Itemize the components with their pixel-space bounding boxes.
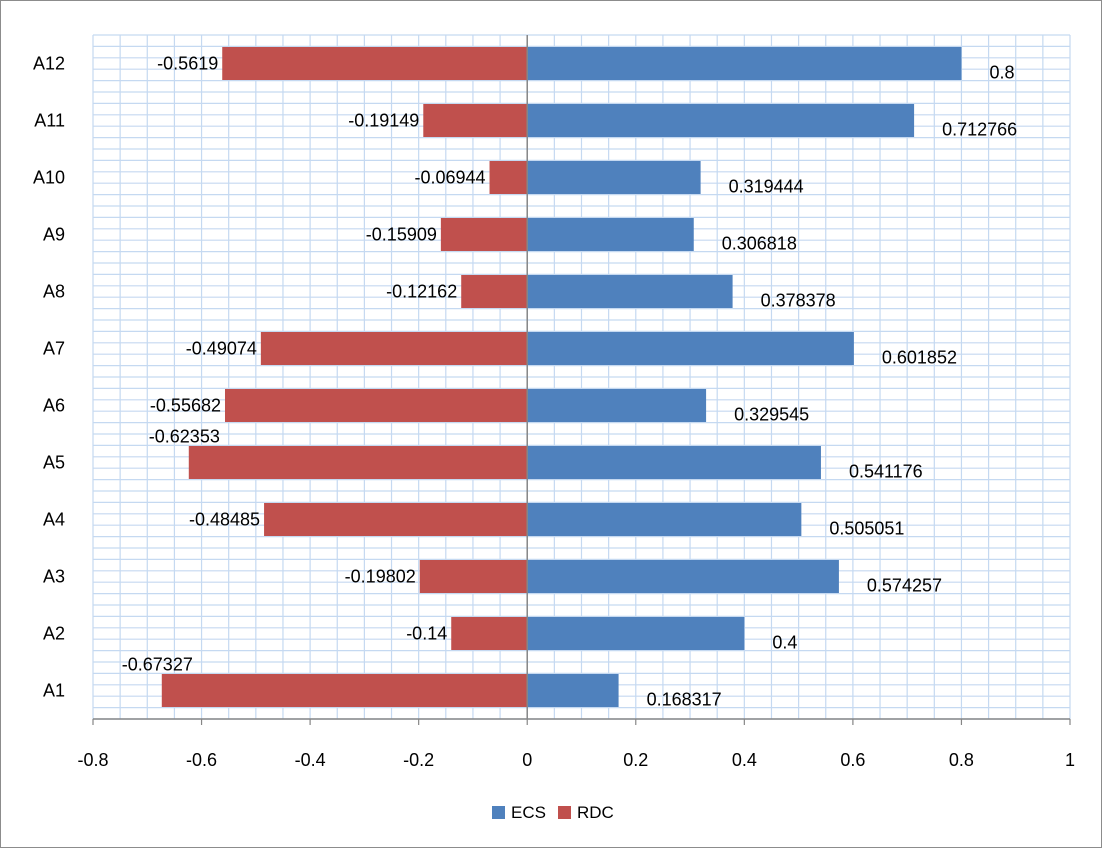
x-tick-label: -0.2 bbox=[403, 750, 434, 770]
bar-ecs-a10 bbox=[527, 161, 701, 194]
bar-rdc-a2 bbox=[451, 617, 528, 650]
data-label-rdc: -0.15909 bbox=[366, 225, 437, 245]
bar-rdc-a10 bbox=[489, 161, 528, 194]
data-label-rdc: -0.14 bbox=[406, 624, 447, 644]
x-tick-label: 0.4 bbox=[732, 750, 757, 770]
y-category-label: A11 bbox=[34, 111, 65, 131]
x-tick-label: -0.6 bbox=[186, 750, 217, 770]
data-label-ecs: 0.541176 bbox=[849, 462, 923, 482]
x-tick-label: 0 bbox=[522, 750, 532, 770]
data-label-ecs: 0.168317 bbox=[647, 690, 722, 710]
y-category-label: A8 bbox=[43, 282, 65, 302]
bar-ecs-a11 bbox=[527, 104, 915, 137]
data-label-ecs: 0.4 bbox=[772, 633, 797, 653]
bar-ecs-a6 bbox=[527, 389, 707, 422]
data-label-ecs: 0.306818 bbox=[722, 234, 797, 254]
bar-ecs-a8 bbox=[527, 275, 733, 308]
y-category-label: A7 bbox=[43, 339, 65, 359]
bar-ecs-a9 bbox=[527, 218, 694, 251]
data-label-rdc: -0.55682 bbox=[150, 396, 221, 416]
bar-rdc-a12 bbox=[222, 47, 528, 80]
x-tick-label: 1 bbox=[1065, 750, 1075, 770]
data-label-rdc: -0.48485 bbox=[189, 510, 260, 530]
y-category-label: A9 bbox=[43, 225, 65, 245]
bar-rdc-a11 bbox=[423, 104, 528, 137]
data-label-rdc: -0.06944 bbox=[414, 168, 485, 188]
bar-ecs-a4 bbox=[527, 503, 802, 536]
legend-swatch-rdc bbox=[558, 806, 571, 819]
bar-ecs-a7 bbox=[527, 332, 854, 365]
x-tick-label: 0.8 bbox=[949, 750, 974, 770]
data-label-ecs: 0.378378 bbox=[761, 291, 836, 311]
bar-ecs-a2 bbox=[527, 617, 745, 650]
bar-rdc-a8 bbox=[461, 275, 528, 308]
bar-rdc-a4 bbox=[264, 503, 528, 536]
data-label-rdc: -0.67327 bbox=[122, 655, 193, 675]
y-category-label: A3 bbox=[43, 567, 65, 587]
bar-ecs-a1 bbox=[527, 674, 619, 707]
bar-rdc-a6 bbox=[224, 389, 528, 422]
legend-label-ecs: ECS bbox=[511, 803, 546, 822]
x-tick-label: 0.6 bbox=[840, 750, 865, 770]
y-category-label: A10 bbox=[33, 168, 65, 188]
legend-label-rdc: RDC bbox=[577, 803, 614, 822]
gridlines bbox=[92, 34, 1071, 720]
data-label-ecs: 0.329545 bbox=[734, 405, 809, 425]
bar-ecs-a5 bbox=[527, 446, 821, 479]
data-label-rdc: -0.5619 bbox=[157, 54, 218, 74]
x-tick-label: -0.8 bbox=[77, 750, 108, 770]
data-label-ecs: 0.8 bbox=[989, 63, 1014, 83]
y-category-label: A2 bbox=[43, 624, 65, 644]
y-category-label: A5 bbox=[43, 453, 65, 473]
bar-rdc-a1 bbox=[161, 674, 528, 707]
data-label-rdc: -0.62353 bbox=[149, 427, 220, 447]
data-label-rdc: -0.49074 bbox=[186, 339, 257, 359]
bar-rdc-a3 bbox=[419, 560, 528, 593]
data-label-ecs: 0.574257 bbox=[867, 576, 942, 596]
bar-rdc-a9 bbox=[440, 218, 528, 251]
y-category-label: A6 bbox=[43, 396, 65, 416]
x-tick-label: -0.4 bbox=[295, 750, 326, 770]
data-label-rdc: -0.19802 bbox=[345, 567, 416, 587]
y-category-label: A4 bbox=[43, 510, 65, 530]
data-label-ecs: 0.319444 bbox=[729, 177, 804, 197]
data-label-ecs: 0.601852 bbox=[882, 348, 957, 368]
x-tick-label: 0.2 bbox=[623, 750, 648, 770]
data-label-rdc: -0.19149 bbox=[348, 111, 419, 131]
y-category-label: A1 bbox=[43, 681, 65, 701]
bar-rdc-a7 bbox=[260, 332, 528, 365]
bar-ecs-a12 bbox=[527, 47, 962, 80]
legend-swatch-ecs bbox=[492, 806, 505, 819]
data-label-rdc: -0.12162 bbox=[386, 282, 457, 302]
bar-ecs-a3 bbox=[527, 560, 839, 593]
data-label-ecs: 0.712766 bbox=[942, 120, 1017, 140]
bar-rdc-a5 bbox=[188, 446, 528, 479]
y-category-label: A12 bbox=[33, 54, 65, 74]
data-label-ecs: 0.505051 bbox=[829, 519, 904, 539]
